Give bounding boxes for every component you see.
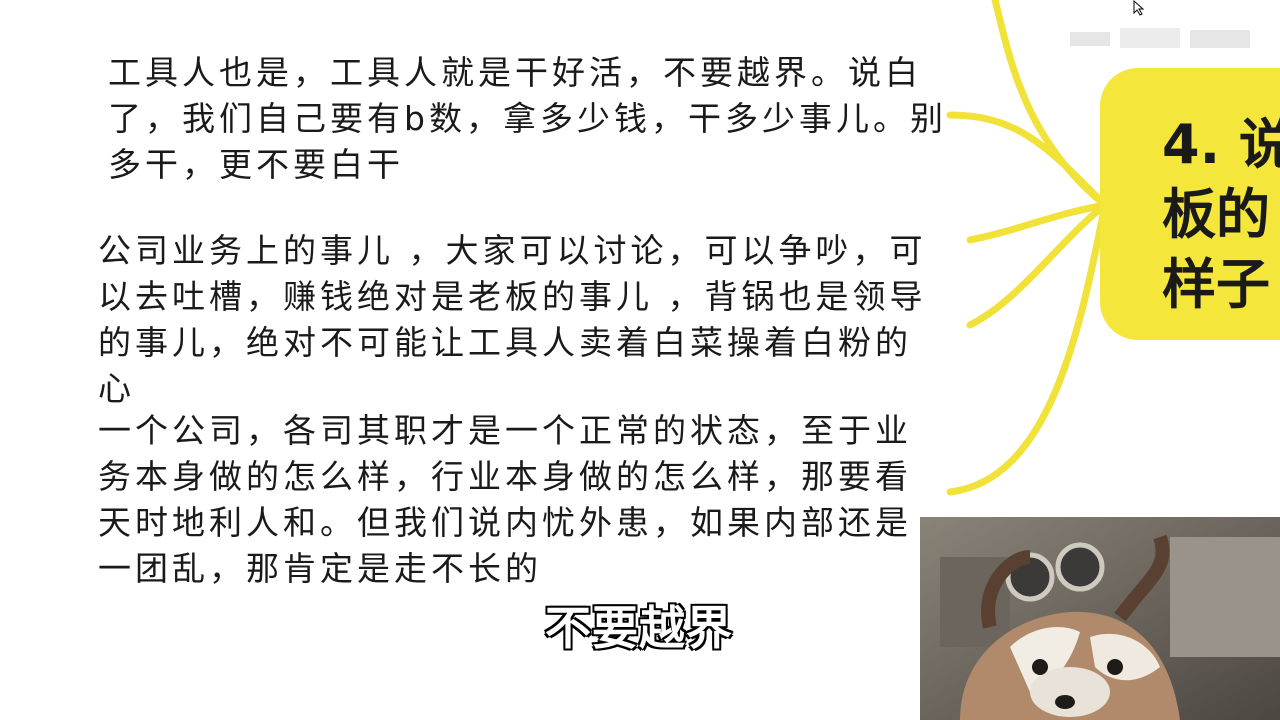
mindmap-topic-label: 4. 说 板的 样子 (1162, 113, 1280, 316)
paragraph-1: 工具人也是，工具人就是干好活，不要越界。说白了，我们自己要有b数，拿多少钱，干多… (108, 53, 947, 184)
watermark-icon (1070, 28, 1250, 48)
paragraph-3: 一个公司，各司其职才是一个正常的状态，至于业务本身做的怎么样，行业本身做的怎么样… (98, 411, 912, 588)
connector-line-1 (946, 111, 1109, 209)
red-panda-image (920, 517, 1280, 720)
subtitle-caption: 不要越界 (544, 600, 733, 656)
paragraph-2: 公司业务上的事儿 ，大家可以讨论，可以争吵，可以去吐槽，赚钱绝对是老板的事儿 ，… (98, 231, 927, 408)
connector-line-3 (966, 201, 1109, 329)
mouse-cursor-icon (1133, 0, 1145, 16)
connector-line-4 (946, 201, 1109, 496)
mindmap-topic-node (1100, 68, 1280, 340)
mindmap-connector-lines (946, 0, 1109, 496)
connector-line-2 (966, 201, 1109, 244)
